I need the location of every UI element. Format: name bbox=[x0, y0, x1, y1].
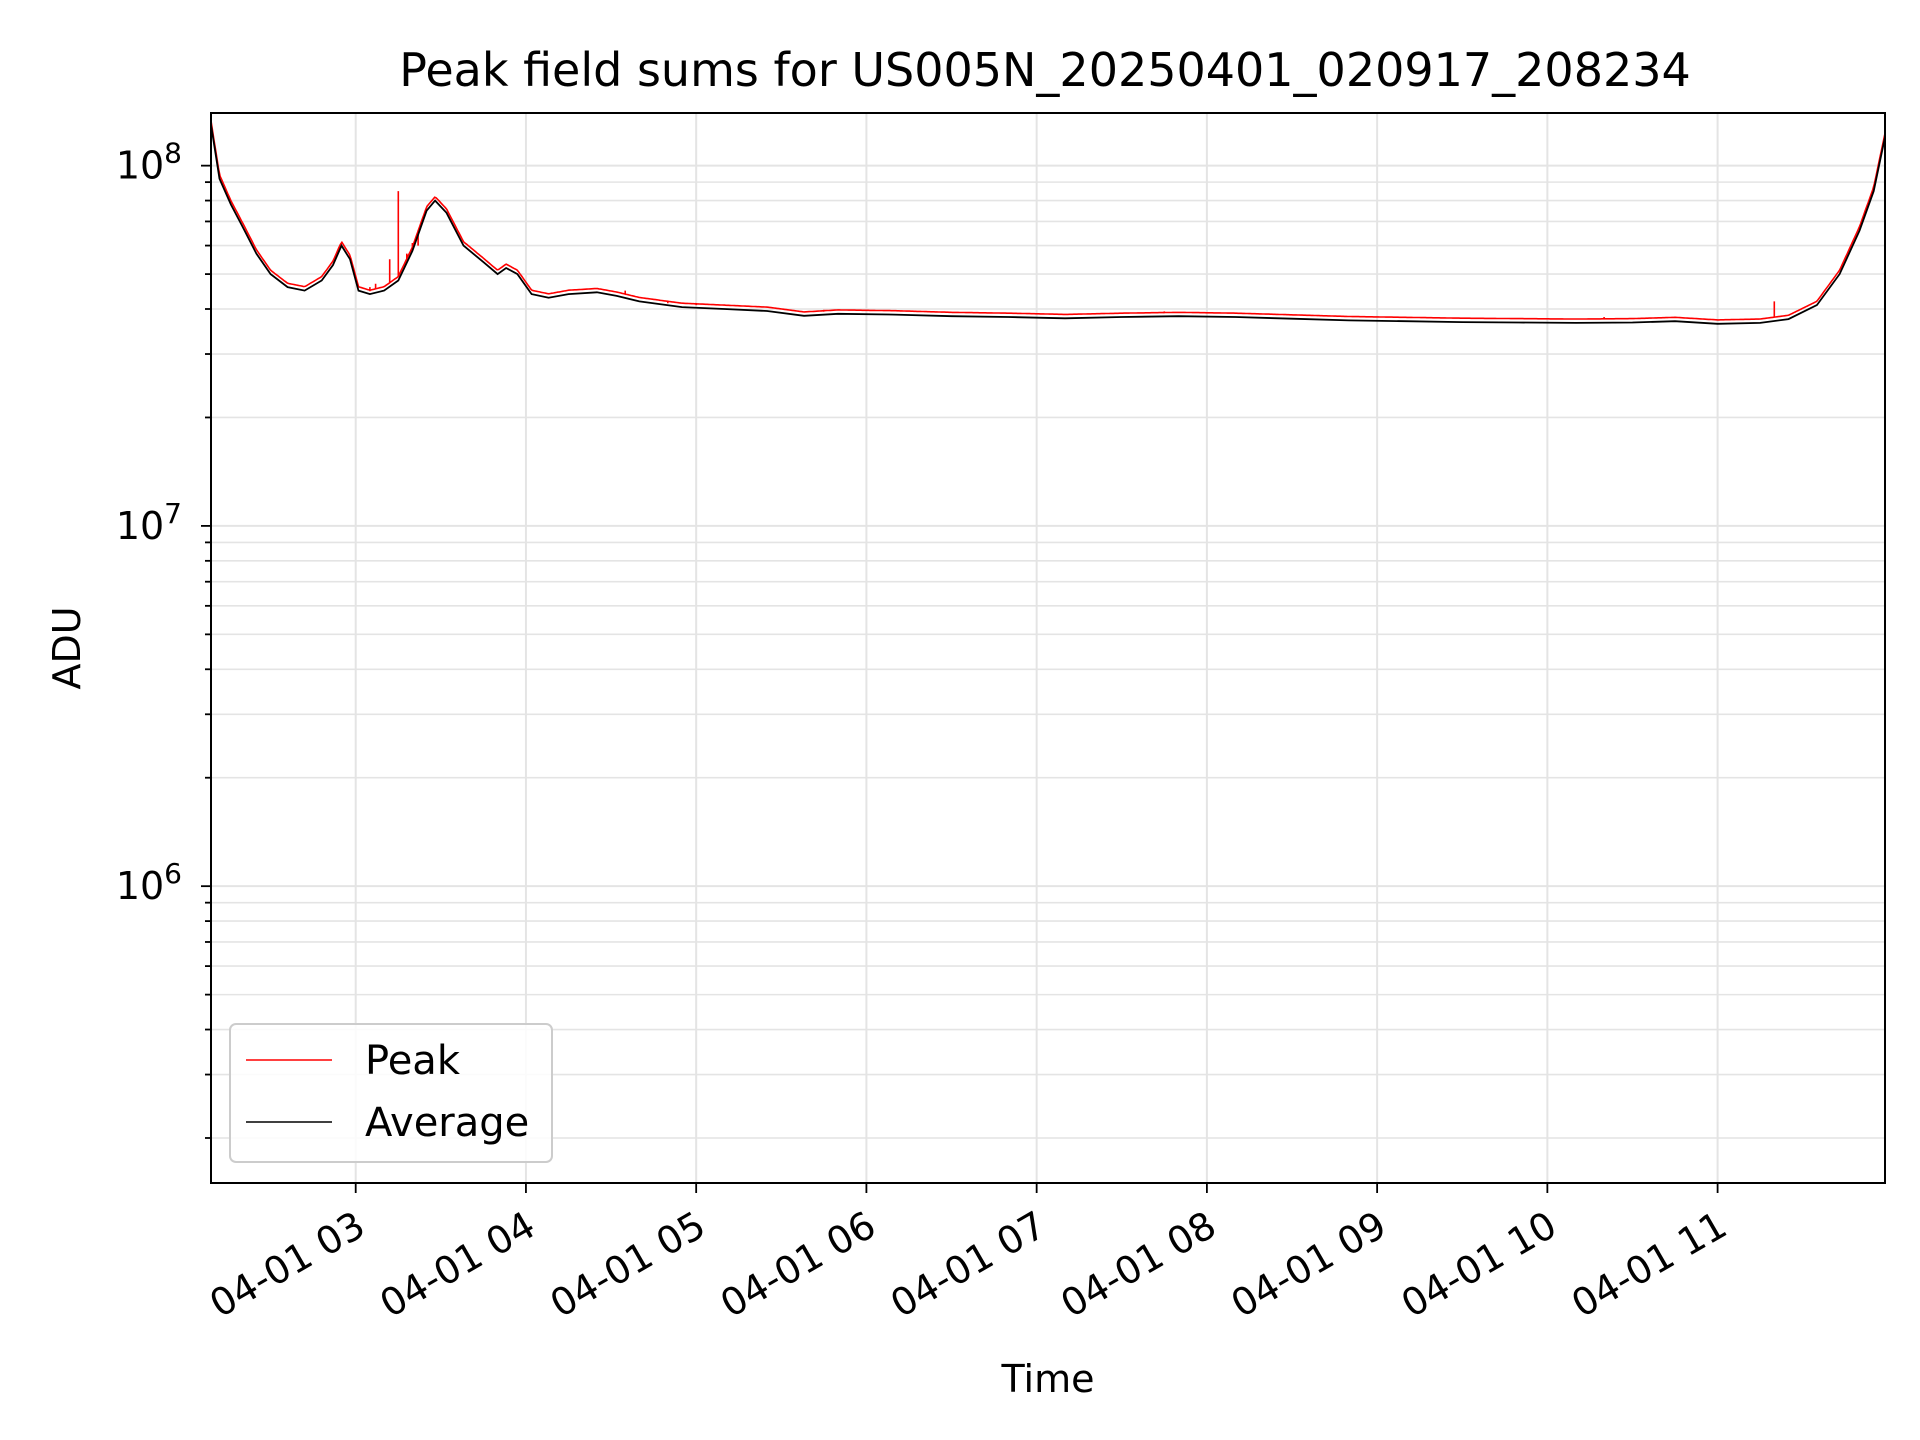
y-tick-label: 108 bbox=[116, 137, 182, 188]
grid bbox=[211, 113, 1885, 1183]
x-axis-label: Time bbox=[1001, 1357, 1095, 1401]
plot-frame bbox=[210, 112, 1886, 1184]
y-tick-label: 107 bbox=[116, 497, 182, 548]
legend-label-average: Average bbox=[365, 1100, 529, 1146]
legend-box bbox=[229, 1023, 553, 1163]
y-axis-label: ADU bbox=[45, 606, 89, 689]
y-tick-label: 106 bbox=[116, 857, 182, 908]
series-peak-line bbox=[210, 113, 1886, 321]
legend: Peak Average bbox=[229, 1023, 553, 1163]
chart-title: Peak field sums for US005N_20250401_0209… bbox=[399, 43, 1691, 97]
y-axis: 106 107 108 bbox=[116, 137, 211, 1139]
plot-area bbox=[210, 113, 1886, 325]
series-average-line bbox=[210, 124, 1886, 325]
legend-label-peak: Peak bbox=[365, 1038, 461, 1084]
